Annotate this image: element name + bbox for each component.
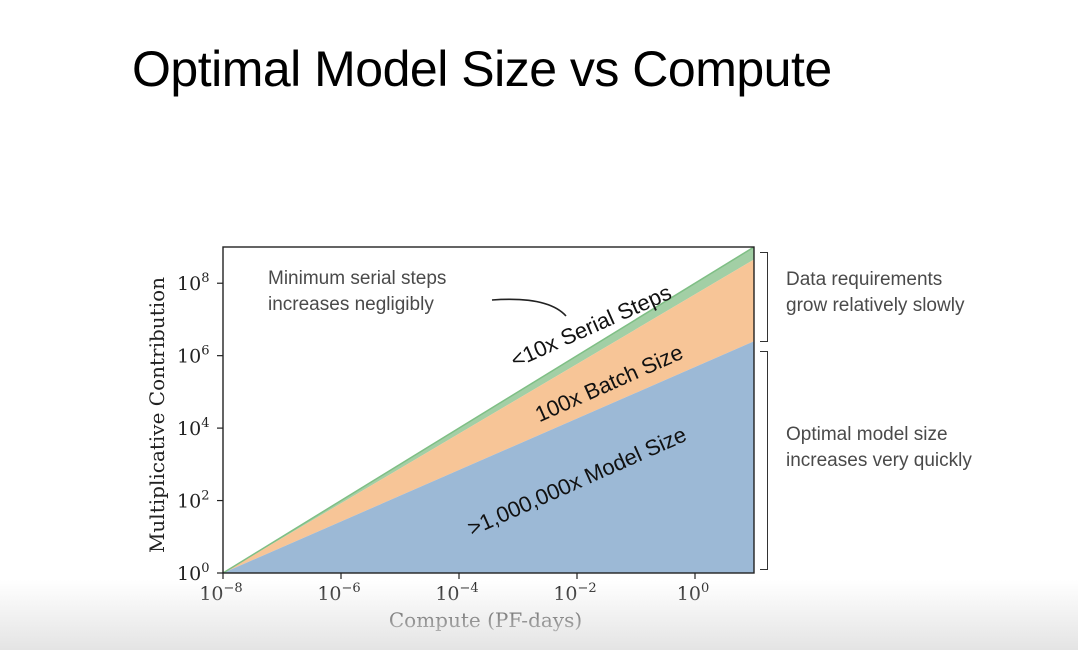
- x-tick-label: 100: [677, 581, 709, 605]
- data-requirements-note: Data requirements grow relatively slowly: [786, 267, 964, 319]
- model-size-note: Optimal model size increases very quickl…: [786, 422, 972, 474]
- model-size-area: [223, 341, 754, 573]
- x-axis-label: Compute (PF-days): [389, 608, 582, 632]
- x-tick-label: 10−2: [553, 581, 596, 605]
- data-requirements-note-line-2: grow relatively slowly: [786, 295, 965, 316]
- serial-steps-edge: [222, 246, 755, 574]
- x-tick-label: 10−4: [435, 581, 478, 605]
- y-tick-label: 102: [177, 489, 209, 513]
- serial-steps-note-line-1: Minimum serial steps: [268, 268, 447, 289]
- data-requirements-note-line-1: Data requirements: [786, 269, 943, 290]
- model-size-note-line-2: increases very quickly: [786, 450, 972, 471]
- serial-steps-pointer: [491, 298, 567, 317]
- batch-size-area: [223, 259, 754, 573]
- serial-steps-note-line-2: increases negligibly: [268, 294, 434, 315]
- slide-title: Optimal Model Size vs Compute: [132, 41, 832, 97]
- y-axis-label: Multiplicative Contribution: [145, 277, 169, 553]
- y-tick-label: 106: [177, 344, 209, 368]
- data-requirements-bracket: [760, 252, 768, 342]
- model-size-note-line-1: Optimal model size: [786, 424, 948, 445]
- y-tick-label: 100: [177, 561, 209, 585]
- y-tick-label: 108: [177, 271, 209, 295]
- x-tick-label: 10−6: [317, 581, 360, 605]
- model-size-bracket: [760, 351, 768, 570]
- plot-frame: [222, 246, 755, 574]
- y-tick-label: 104: [177, 416, 209, 440]
- x-tick-label: 10−8: [199, 581, 242, 605]
- serial-steps-note: Minimum serial steps increases negligibl…: [268, 266, 446, 318]
